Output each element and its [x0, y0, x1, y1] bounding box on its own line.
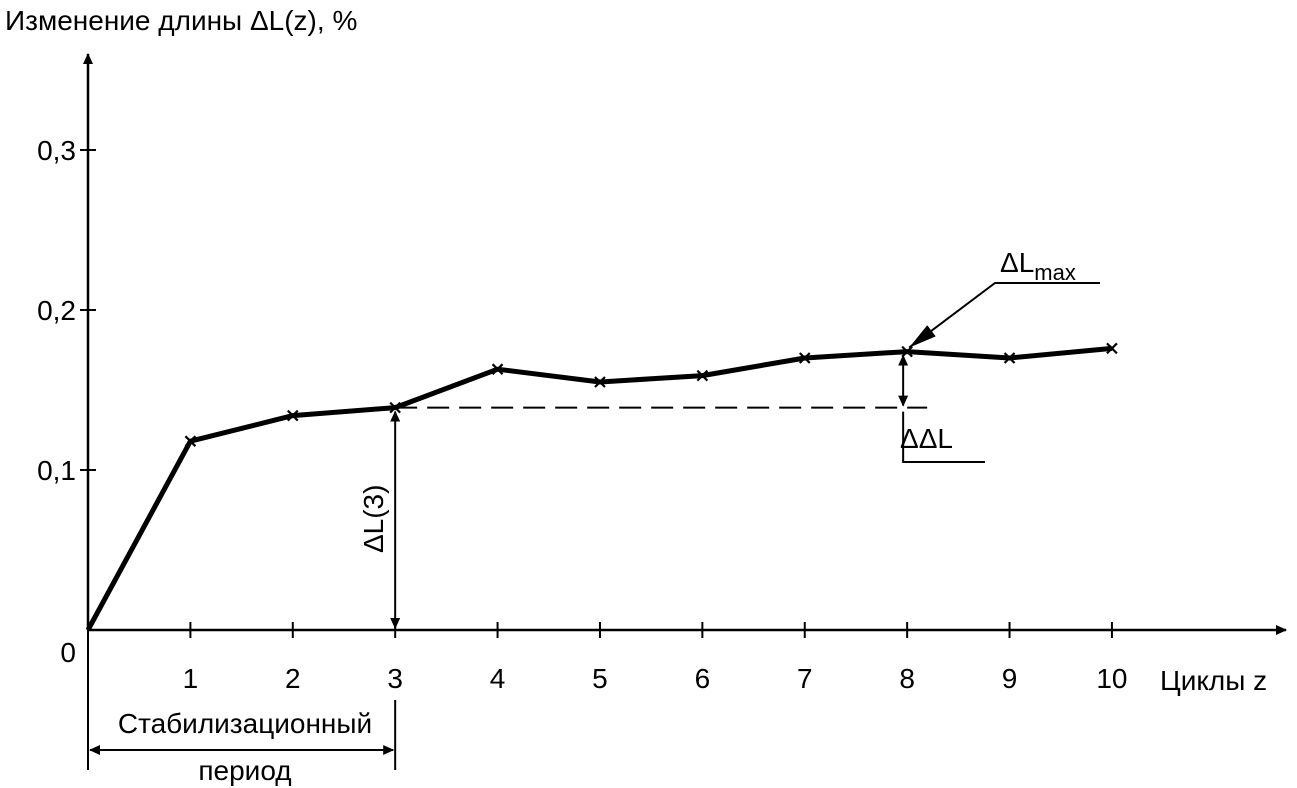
annotation-subscript: max [1034, 260, 1076, 285]
data-line [85, 345, 1113, 632]
annotation-dl3: ΔL(3) [358, 485, 389, 554]
annotation-ddl: ΔΔL [900, 423, 953, 454]
x-tick-label: 6 [695, 663, 711, 694]
chart-title: Изменение длины ΔL(z), % [5, 5, 357, 36]
annotation-text: ΔL [1000, 247, 1034, 278]
annotation-dlmax: ΔLmax [1000, 247, 1076, 285]
x-tick-label: 5 [592, 663, 608, 694]
x-tick-label: 2 [285, 663, 301, 694]
data-marker [287, 409, 299, 422]
annotation-period: Стабилизационный [118, 708, 372, 739]
data-marker [491, 363, 504, 375]
y-tick-label: 0,1 [37, 455, 76, 486]
y-tick-label: 0 [60, 637, 76, 668]
data-marker [798, 352, 811, 364]
x-tick-label: 8 [899, 663, 915, 694]
x-tick-label: 7 [797, 663, 813, 694]
y-tick-label: 0,3 [37, 135, 76, 166]
data-marker [594, 376, 606, 388]
data-marker [1106, 342, 1118, 355]
x-axis-label: Циклы z [1160, 665, 1267, 696]
data-marker [696, 369, 709, 382]
leader-line [902, 411, 985, 463]
x-tick-label: 9 [1002, 663, 1018, 694]
data-marker [184, 435, 197, 447]
data-marker [389, 401, 401, 414]
y-tick-label: 0,2 [37, 295, 76, 326]
x-tick-label: 10 [1096, 663, 1127, 694]
x-tick-label: 3 [387, 663, 403, 694]
data-marker [1003, 352, 1016, 364]
data-marker [901, 345, 913, 358]
annotation-period: период [198, 755, 291, 786]
x-tick-label: 1 [183, 663, 199, 694]
leader-line [908, 282, 1100, 349]
x-tick-label: 4 [490, 663, 506, 694]
